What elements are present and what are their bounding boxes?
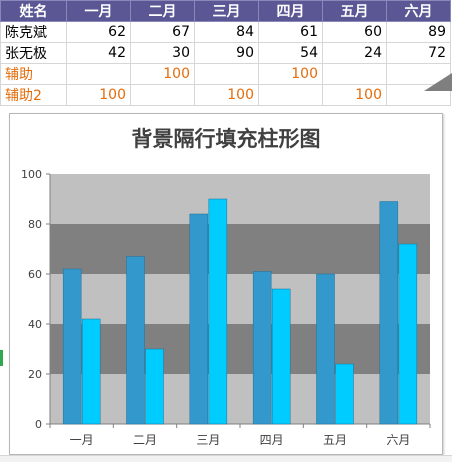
row-name-cell[interactable]: 张无极 — [0, 42, 67, 64]
value-cell[interactable] — [322, 63, 387, 85]
y-tick-label: 20 — [28, 368, 42, 381]
value-cell[interactable]: 100 — [130, 63, 195, 85]
value-cell[interactable]: 72 — [386, 42, 451, 64]
bar — [126, 256, 145, 425]
value-cell[interactable]: 100 — [322, 84, 387, 106]
background-band — [50, 174, 430, 224]
background-band — [50, 274, 430, 324]
bar — [316, 273, 335, 425]
y-tick-label: 60 — [28, 268, 42, 281]
bar — [81, 318, 101, 425]
background-band — [50, 374, 430, 424]
chart-title: 背景隔行填充柱形图 — [132, 127, 321, 151]
chart-svg: 背景隔行填充柱形图 0 20 40 60 80 100 一月 二月 三月 四月 五月 六月 — [21, 127, 431, 447]
background-band — [50, 224, 430, 274]
bar — [252, 271, 272, 425]
x-tick-label: 六月 — [386, 433, 410, 447]
header-cell-month[interactable]: 六月 — [386, 0, 451, 22]
x-tick-label: 五月 — [323, 433, 347, 447]
header-cell-name[interactable]: 姓名 — [0, 0, 67, 22]
spreadsheet-area: 姓名 一月 二月 三月 四月 五月 六月 陈克斌 62 67 84 61 60 … — [0, 0, 452, 111]
value-cell[interactable]: 60 — [322, 21, 387, 43]
table-row: 辅助 100 100 — [0, 63, 451, 85]
header-cell-month[interactable]: 一月 — [66, 0, 131, 22]
bar — [145, 348, 164, 425]
value-cell[interactable]: 62 — [66, 21, 131, 43]
y-tick-label: 0 — [35, 418, 42, 431]
value-cell[interactable] — [66, 63, 131, 85]
value-cell[interactable]: 61 — [258, 21, 323, 43]
table-row: 辅助2 100 100 100 — [0, 84, 451, 106]
row-name-cell[interactable]: 辅助 — [0, 63, 67, 85]
value-cell[interactable] — [130, 84, 195, 106]
x-tick-label: 一月 — [70, 433, 94, 447]
sheet-bottom-edge — [0, 455, 452, 462]
table-row: 张无极 42 30 90 54 24 72 — [0, 42, 451, 64]
value-cell[interactable]: 24 — [322, 42, 387, 64]
header-cell-month[interactable]: 三月 — [194, 0, 259, 22]
bar — [62, 268, 82, 425]
value-cell[interactable] — [258, 84, 323, 106]
value-cell[interactable]: 100 — [258, 63, 323, 85]
value-cell[interactable] — [194, 63, 259, 85]
value-cell[interactable]: 100 — [66, 84, 131, 106]
bar — [208, 198, 228, 425]
header-cell-month[interactable]: 四月 — [258, 0, 323, 22]
table-row: 陈克斌 62 67 84 61 60 89 — [0, 21, 451, 43]
x-tick-label: 四月 — [260, 433, 284, 447]
header-cell-month[interactable]: 二月 — [130, 0, 195, 22]
value-cell[interactable]: 89 — [386, 21, 451, 43]
bar — [379, 201, 399, 425]
value-cell[interactable]: 67 — [130, 21, 195, 43]
row-name-cell[interactable]: 辅助2 — [0, 84, 67, 106]
value-cell[interactable]: 90 — [194, 42, 259, 64]
bar — [189, 213, 209, 425]
cell-marker — [0, 350, 3, 366]
y-tick-label: 100 — [21, 168, 42, 181]
x-tick-label: 二月 — [133, 433, 157, 447]
chart-container[interactable]: 背景隔行填充柱形图 0 20 40 60 80 100 一月 二月 三月 四月 五月 六月 — [9, 113, 443, 455]
y-tick-label: 80 — [28, 218, 42, 231]
value-cell[interactable]: 42 — [66, 42, 131, 64]
header-cell-month[interactable]: 五月 — [322, 0, 387, 22]
value-cell[interactable]: 84 — [194, 21, 259, 43]
y-tick-label: 40 — [28, 318, 42, 331]
row-name-cell[interactable]: 陈克斌 — [0, 21, 67, 43]
bar — [271, 288, 291, 425]
table-header-row: 姓名 一月 二月 三月 四月 五月 六月 — [0, 0, 451, 22]
background-band — [50, 324, 430, 374]
corner-decoration — [424, 73, 452, 91]
bar — [398, 243, 418, 425]
bar — [335, 363, 354, 425]
value-cell[interactable]: 30 — [130, 42, 195, 64]
value-cell[interactable]: 54 — [258, 42, 323, 64]
value-cell[interactable]: 100 — [194, 84, 259, 106]
data-table: 姓名 一月 二月 三月 四月 五月 六月 陈克斌 62 67 84 61 60 … — [0, 0, 451, 106]
x-tick-label: 三月 — [196, 433, 220, 447]
